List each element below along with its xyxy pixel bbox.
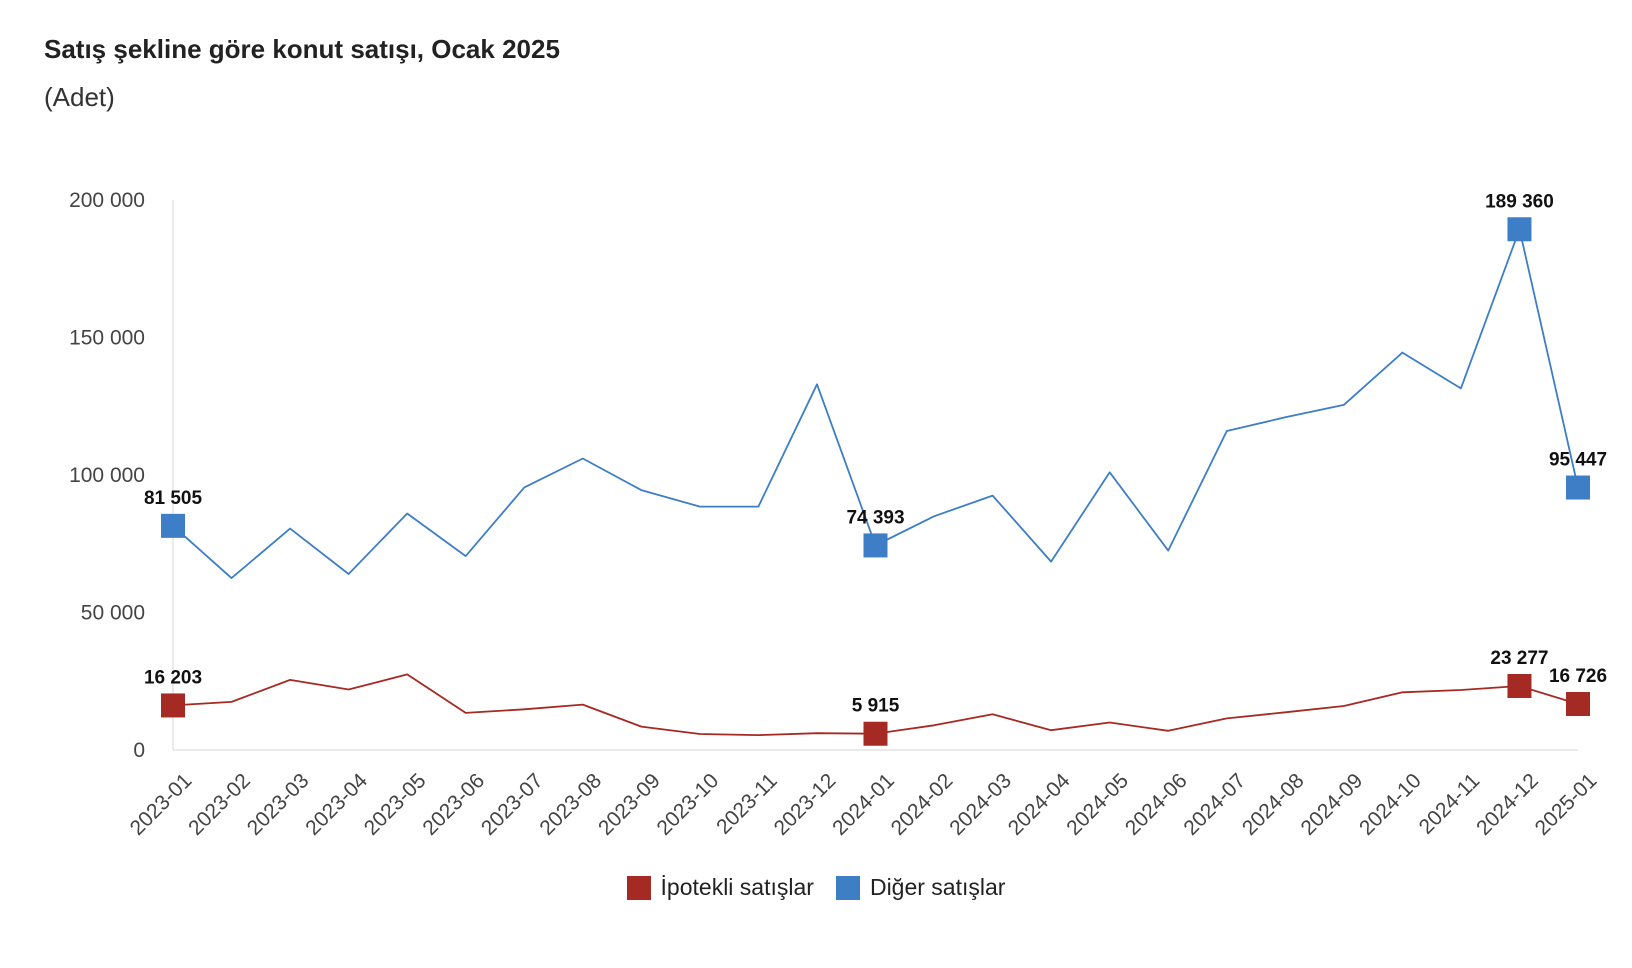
x-tick-label: 2024-06 xyxy=(1121,769,1192,840)
legend-item-diger[interactable]: Diğer satışlar xyxy=(835,874,1006,901)
data-point-marker[interactable] xyxy=(863,721,888,746)
x-tick-label: 2023-06 xyxy=(418,769,489,840)
x-tick-label: 2024-08 xyxy=(1238,769,1309,840)
x-tick-label: 2024-07 xyxy=(1179,769,1250,840)
x-tick-label: 2024-02 xyxy=(887,769,958,840)
x-tick-label: 2024-05 xyxy=(1062,769,1133,840)
data-label: 16 203 xyxy=(144,667,202,688)
y-tick-label: 50 000 xyxy=(81,602,145,625)
x-tick-label: 2024-03 xyxy=(945,769,1016,840)
legend: İpotekli satışlar Diğer satışlar xyxy=(0,874,1632,901)
y-tick-label: 100 000 xyxy=(69,464,145,487)
data-label: 5 915 xyxy=(852,696,900,717)
x-tick-label: 2023-10 xyxy=(653,769,724,840)
x-tick-label: 2023-12 xyxy=(770,769,841,840)
data-label: 189 360 xyxy=(1485,191,1554,212)
chart-subtitle: (Adet) xyxy=(44,82,115,112)
x-tick-label: 2023-08 xyxy=(535,769,606,840)
x-tick-label: 2024-04 xyxy=(1004,769,1075,840)
x-tick-label: 2023-07 xyxy=(477,769,548,840)
x-tick-label: 2023-04 xyxy=(301,769,372,840)
y-tick-label: 150 000 xyxy=(69,327,145,350)
x-tick-label: 2023-03 xyxy=(243,769,314,840)
x-tick-label: 2024-11 xyxy=(1415,769,1485,839)
x-tick-label: 2023-11 xyxy=(712,769,782,839)
x-tick-label: 2023-09 xyxy=(594,769,665,840)
data-label: 74 393 xyxy=(846,507,904,528)
x-tick-label: 2024-01 xyxy=(828,769,899,840)
y-tick-label: 200 000 xyxy=(69,189,145,212)
data-point-marker[interactable] xyxy=(1566,475,1590,500)
legend-label-diger: Diğer satışlar xyxy=(869,874,1006,900)
data-point-marker[interactable] xyxy=(1507,217,1532,242)
data-label: 23 277 xyxy=(1490,648,1548,669)
x-tick-label: 2024-09 xyxy=(1296,769,1367,840)
legend-item-ipotekli[interactable]: İpotekli satışlar xyxy=(626,874,814,901)
data-point-marker[interactable] xyxy=(1507,673,1532,698)
legend-swatch-ipotekli xyxy=(626,875,651,900)
data-point-marker[interactable] xyxy=(1566,692,1590,717)
data-point-marker[interactable] xyxy=(161,693,185,718)
legend-swatch-diger xyxy=(835,875,860,900)
y-tick-label: 0 xyxy=(133,739,145,762)
x-tick-label: 2023-02 xyxy=(184,769,255,840)
data-label: 16 726 xyxy=(1549,666,1607,687)
x-tick-label: 2023-05 xyxy=(360,769,431,840)
x-tick-label: 2024-10 xyxy=(1355,769,1426,840)
x-tick-label: 2024-12 xyxy=(1472,769,1543,840)
data-point-marker[interactable] xyxy=(161,513,185,538)
chart-title: Satış şekline göre konut satışı, Ocak 20… xyxy=(44,34,560,64)
data-point-marker[interactable] xyxy=(863,533,888,558)
series-layer xyxy=(161,217,1590,746)
data-label: 95 447 xyxy=(1549,450,1607,471)
x-tick-label: 2025-01 xyxy=(1531,769,1602,840)
x-tick-label: 2023-01 xyxy=(126,769,197,840)
data-label: 81 505 xyxy=(144,488,203,509)
legend-label-ipotekli: İpotekli satışlar xyxy=(660,874,814,900)
